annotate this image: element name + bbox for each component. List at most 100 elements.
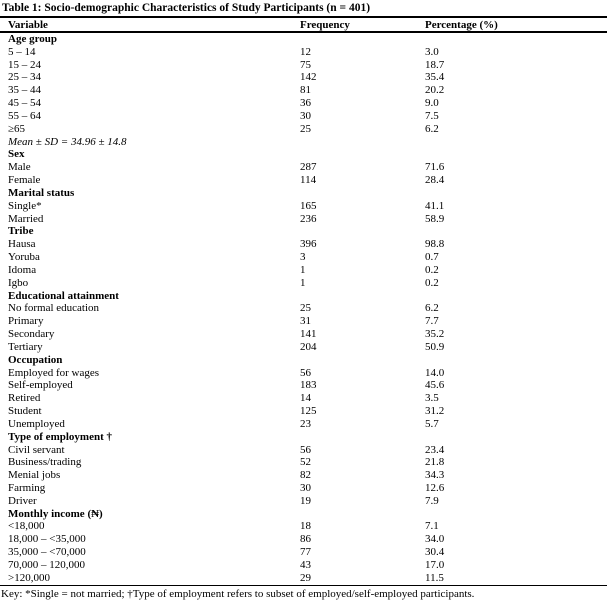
row-percentage-value: 7.1: [425, 520, 439, 533]
row-frequency-value: 142: [300, 71, 317, 84]
table-row: Monthly income (₦): [0, 508, 607, 521]
row-percentage-value: [425, 290, 607, 303]
row-percentage-value: [425, 136, 607, 149]
table-row: No formal education 25 6.2: [0, 302, 607, 315]
row-variable-label: Student: [8, 405, 42, 418]
table-row: Tribe: [0, 225, 607, 238]
row-frequency-value: [300, 290, 425, 303]
row-frequency-value: 396: [300, 238, 317, 251]
row-frequency-value: 204: [300, 340, 317, 353]
table-row: Type of employment †: [0, 431, 607, 444]
row-percentage-value: 98.8: [425, 238, 445, 251]
table-row: Tertiary 204 50.9: [0, 341, 607, 354]
table-row: Farming 30 12.6: [0, 482, 607, 495]
row-variable-label: Married: [8, 212, 44, 225]
socio-demographic-table: Variable Frequency Percentage (%) Age gr…: [0, 16, 607, 586]
row-frequency-value: 77: [300, 546, 311, 559]
row-frequency-value: [300, 136, 425, 149]
table-row: Self-employed 183 45.6: [0, 379, 607, 392]
table-row: >120,000 29 11.5: [0, 572, 607, 585]
row-percentage-value: [425, 508, 607, 521]
row-percentage-value: 50.9: [425, 340, 445, 353]
row-percentage-value: 0.7: [425, 251, 439, 264]
row-variable-label: 18,000 – <35,000: [8, 533, 86, 546]
row-variable-label: 5 – 14: [8, 45, 36, 58]
row-variable-label: >120,000: [8, 571, 50, 584]
table-row: Educational attainment: [0, 290, 607, 303]
table-row: Igbo 1 0.2: [0, 277, 607, 290]
row-percentage-value: [425, 354, 607, 367]
row-percentage-value: 58.9: [425, 212, 445, 225]
row-frequency-value: 125: [300, 405, 317, 418]
table-row: Primary 31 7.7: [0, 315, 607, 328]
table-body: Age group 5 – 14 12 3.0 15 – 24 75 18.7 25 – 34…: [0, 33, 607, 585]
row-frequency-value: 287: [300, 161, 317, 174]
row-frequency-value: 19: [300, 494, 311, 507]
table-row: 55 – 64 30 7.5: [0, 110, 607, 123]
table-row: 35,000 – <70,000 77 30.4: [0, 546, 607, 559]
table-row: Retired 14 3.5: [0, 392, 607, 405]
row-frequency-value: 23: [300, 417, 311, 430]
table-row: 35 – 44 81 20.2: [0, 84, 607, 97]
row-frequency-value: 56: [300, 366, 311, 379]
row-variable-label: 45 – 54: [8, 97, 41, 110]
row-frequency-value: 141: [300, 328, 317, 341]
row-frequency-value: 14: [300, 392, 311, 405]
row-variable-label: Farming: [8, 481, 46, 494]
table-row: Age group: [0, 33, 607, 46]
row-frequency-value: 82: [300, 469, 311, 482]
table-row: Business/trading 52 21.8: [0, 456, 607, 469]
table-row: Employed for wages 56 14.0: [0, 367, 607, 380]
row-percentage-value: 30.4: [425, 546, 445, 559]
row-percentage-value: 6.2: [425, 302, 439, 315]
table-row: Yoruba 3 0.7: [0, 251, 607, 264]
row-percentage-value: 71.6: [425, 161, 445, 174]
row-percentage-value: [425, 33, 607, 46]
row-frequency-value: 1: [300, 263, 306, 276]
row-percentage-value: 3.5: [425, 392, 439, 405]
row-variable-label: 55 – 64: [8, 109, 41, 122]
table-title: Table 1: Socio-demographic Characteristi…: [2, 2, 371, 14]
row-frequency-value: 114: [300, 174, 317, 187]
row-percentage-value: 31.2: [425, 405, 445, 418]
row-frequency-value: 12: [300, 45, 311, 58]
table-row: 15 – 24 75 18.7: [0, 59, 607, 72]
table-row: Civil servant 56 23.4: [0, 444, 607, 457]
row-frequency-value: 165: [300, 199, 317, 212]
row-variable-label: Igbo: [8, 276, 29, 289]
row-variable-label: 35,000 – <70,000: [8, 546, 86, 559]
table-row: 70,000 – 120,000 43 17.0: [0, 559, 607, 572]
table-row: Single* 165 41.1: [0, 200, 607, 213]
row-frequency-value: [300, 148, 425, 161]
row-variable-label: Type of employment †: [8, 430, 112, 443]
row-frequency-value: 81: [300, 84, 311, 97]
row-frequency-value: 86: [300, 533, 311, 546]
row-frequency-value: 236: [300, 212, 317, 225]
row-percentage-value: 6.2: [425, 122, 439, 135]
row-variable-label: Female: [8, 174, 41, 187]
table-row: 45 – 54 36 9.0: [0, 97, 607, 110]
row-percentage-value: 20.2: [425, 84, 445, 97]
row-variable-label: Male: [8, 161, 31, 174]
row-variable-label: Tribe: [8, 225, 34, 238]
row-frequency-value: 43: [300, 558, 311, 571]
row-variable-label: Retired: [8, 392, 41, 405]
row-frequency-value: [300, 225, 425, 238]
row-percentage-value: [425, 187, 607, 200]
row-variable-label: Hausa: [8, 238, 36, 251]
row-frequency-value: [300, 508, 425, 521]
row-frequency-value: 25: [300, 302, 311, 315]
row-variable-label: Marital status: [8, 186, 75, 199]
row-variable-label: 25 – 34: [8, 71, 41, 84]
row-percentage-value: 7.5: [425, 109, 439, 122]
row-frequency-value: 25: [300, 122, 311, 135]
row-variable-label: Age group: [8, 33, 57, 45]
row-percentage-value: 7.7: [425, 315, 439, 328]
table-row: 25 – 34 142 35.4: [0, 71, 607, 84]
table-row: 5 – 14 12 3.0: [0, 46, 607, 59]
table-row: Married 236 58.9: [0, 213, 607, 226]
row-frequency-value: 36: [300, 97, 311, 110]
row-frequency-value: 18: [300, 520, 311, 533]
row-percentage-value: 7.9: [425, 494, 439, 507]
row-variable-label: Occupation: [8, 353, 63, 366]
